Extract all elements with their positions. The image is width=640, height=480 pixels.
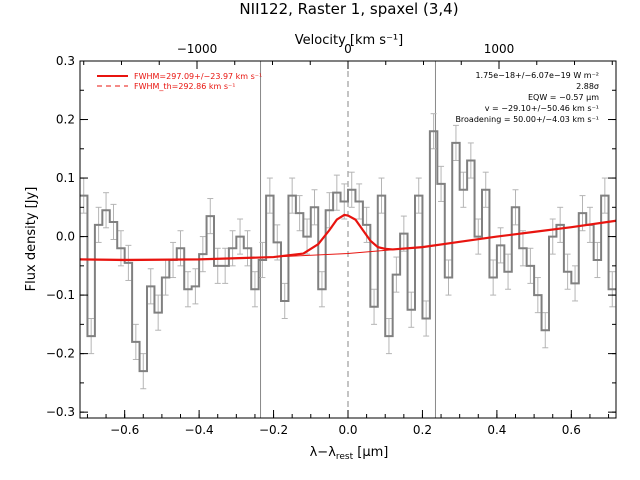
top-tick-label: 0 (344, 42, 352, 56)
annotation-flux: 1.75e−18+/−6.07e−19 W m⁻² (475, 71, 599, 80)
fit-line (79, 213, 617, 262)
reference-lines (260, 61, 436, 418)
fit-annotations: 1.75e−18+/−6.07e−19 W m⁻² 2.88σ EQW = −0… (455, 71, 599, 124)
y-axis-label: Flux density [Jy] (24, 187, 39, 292)
x-tick-label: −0.2 (259, 423, 288, 437)
x-axis-label: λ−λrest [μm] (310, 445, 389, 462)
axis-ticks: −0.6 −0.4 −0.2 0.0 0.2 0.4 0.6 −0.3 −0.2 −0.1 0.0 0… (46, 42, 616, 437)
top-tick-label: 1000 (484, 42, 515, 56)
chart-title: NII122, Raster 1, spaxel (3,4) (239, 0, 458, 18)
y-tick-label: 0.3 (56, 54, 75, 68)
top-tick-label: −1000 (177, 42, 218, 56)
x-tick-label: 0.4 (487, 423, 506, 437)
annotation-eqw: EQW = −0.57 μm (528, 93, 599, 102)
top-axis-label: Velocity [km s⁻¹] (295, 33, 403, 48)
x-tick-label: 0.2 (413, 423, 432, 437)
x-tick-label: −0.4 (185, 423, 214, 437)
x-axis-label-unit: [μm] (353, 445, 388, 460)
x-tick-label: 0.0 (338, 423, 357, 437)
y-tick-label: 0.0 (56, 230, 75, 244)
legend: FWHM=297.09+/−23.97 km s⁻¹ FWHM_th=292.8… (97, 72, 262, 91)
y-tick-label: −0.3 (46, 405, 75, 419)
x-axis-label-sub: rest (336, 452, 354, 462)
x-tick-label: −0.6 (110, 423, 139, 437)
annotation-sigma: 2.88σ (576, 82, 599, 91)
annotation-broadening: Broadening = 50.00+/−4.03 km s⁻¹ (455, 115, 599, 124)
x-tick-label: 0.6 (562, 423, 581, 437)
y-tick-label: −0.1 (46, 288, 75, 302)
legend-label-fwhm-th: FWHM_th=292.86 km s⁻¹ (134, 82, 235, 91)
y-tick-label: 0.2 (56, 113, 75, 127)
y-tick-label: −0.2 (46, 347, 75, 361)
series-group (79, 113, 617, 390)
y-tick-label: 0.1 (56, 171, 75, 185)
legend-label-fwhm: FWHM=297.09+/−23.97 km s⁻¹ (134, 72, 262, 81)
x-axis-label-main: λ−λ (310, 445, 337, 460)
spectrum-steps (80, 130, 616, 373)
annotation-velocity: v = −29.10+/−50.46 km s⁻¹ (485, 104, 599, 113)
